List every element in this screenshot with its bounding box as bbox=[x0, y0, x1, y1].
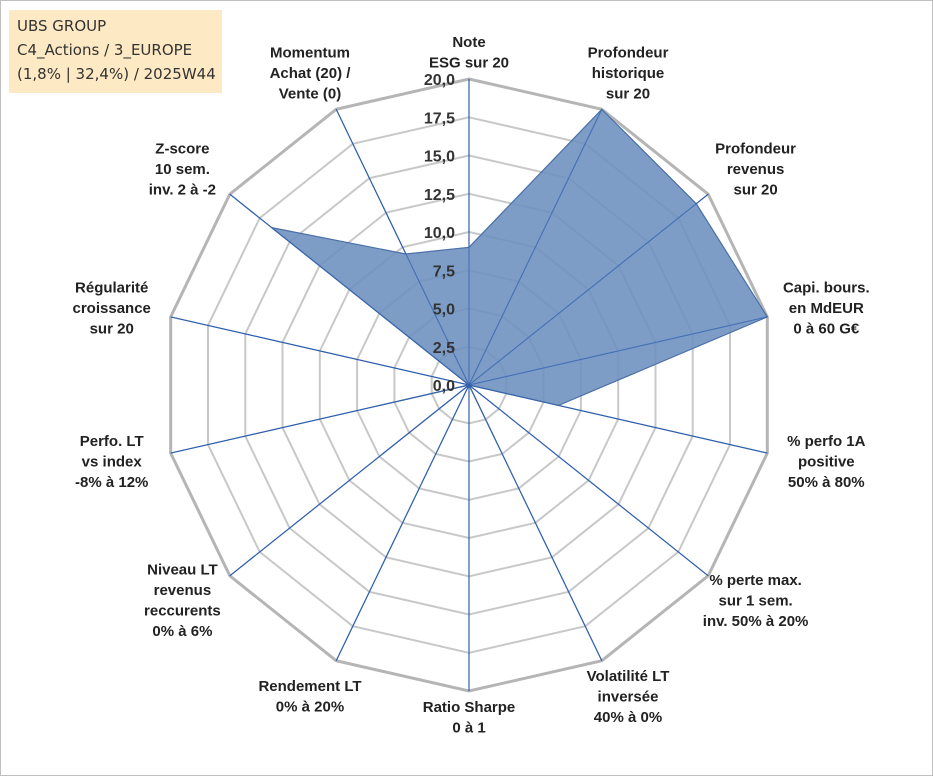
company-name: UBS GROUP bbox=[17, 14, 214, 38]
axis-label-line: positive bbox=[798, 454, 855, 471]
axis-label-line: en MdEUR bbox=[789, 300, 864, 317]
axis-label-line: -8% à 12% bbox=[75, 474, 148, 491]
axis-label-line: 50% à 80% bbox=[788, 474, 865, 491]
tick-label: 2,5 bbox=[433, 340, 455, 357]
axis-label-line: 0% à 6% bbox=[152, 623, 212, 640]
axis-label-13: Momentum Achat (20) / Vente (0) bbox=[270, 45, 352, 103]
axis-label-line: 40% à 0% bbox=[594, 709, 662, 726]
axis-label-line: Z-score bbox=[155, 141, 209, 158]
axis-label-8: Rendement LT 0% à 20% bbox=[258, 678, 361, 716]
axis-label-6: Volatilité LT inversée 40% à 0% bbox=[587, 668, 670, 726]
axis-label-line: 0 à 60 G€ bbox=[793, 320, 860, 337]
tick-label: 7,5 bbox=[433, 263, 455, 280]
tick-label: 10,0 bbox=[424, 225, 455, 242]
tick-label: 0,0 bbox=[433, 378, 455, 395]
axis-label-line: sur 20 bbox=[90, 320, 134, 337]
axis-label-line: Régularité bbox=[75, 279, 148, 296]
axis-label-4: % perfo 1A positive 50% à 80% bbox=[787, 433, 866, 491]
axis-label-line: Achat (20) / bbox=[270, 65, 352, 82]
tick-label: 17,5 bbox=[424, 110, 455, 127]
axis-label-line: Note bbox=[452, 34, 485, 51]
axis-label-line: ESG sur 20 bbox=[429, 55, 509, 72]
axis-label-line: Perfo. LT bbox=[80, 433, 144, 450]
axis-label-1: Profondeur historique sur 20 bbox=[588, 45, 669, 103]
axis-label-line: 0% à 20% bbox=[276, 699, 344, 716]
axis-label-line: Momentum bbox=[270, 45, 350, 62]
axis-label-line: inversée bbox=[598, 689, 659, 706]
axis-label-line: vs index bbox=[82, 454, 143, 471]
axis-label-line: 10 sem. bbox=[155, 161, 210, 178]
axis-label-line: % perfo 1A bbox=[787, 433, 866, 450]
axis-label-line: Profondeur bbox=[715, 141, 796, 158]
stats-week-label: (1,8% | 32,4%) / 2025W44 bbox=[17, 62, 214, 86]
axis-label-line: Vente (0) bbox=[279, 86, 342, 103]
axis-label-line: Profondeur bbox=[588, 45, 669, 62]
axis-label-line: revenus bbox=[154, 582, 212, 599]
axis-label-line: 0 à 1 bbox=[452, 720, 485, 737]
tick-label: 15,0 bbox=[424, 149, 455, 166]
tick-label: 5,0 bbox=[433, 302, 455, 319]
axis-label-line: historique bbox=[592, 65, 665, 82]
axis-label-line: sur 20 bbox=[733, 182, 777, 199]
axis-label-line: % perte max. bbox=[709, 572, 802, 589]
tick-label: 12,5 bbox=[424, 187, 455, 204]
axis-label-line: Capi. bours. bbox=[783, 279, 870, 296]
axis-label-10: Perfo. LT vs index -8% à 12% bbox=[75, 433, 148, 491]
axis-label-line: croissance bbox=[73, 300, 151, 317]
axis-label-line: revenus bbox=[727, 161, 785, 178]
tick-label: 20,0 bbox=[424, 72, 455, 89]
axis-spoke-overlay bbox=[336, 385, 469, 661]
axis-label-7: Ratio Sharpe 0 à 1 bbox=[423, 699, 516, 737]
axis-label-line: Niveau LT bbox=[147, 562, 218, 579]
axis-label-line: Volatilité LT bbox=[587, 668, 670, 685]
axis-label-0: Note ESG sur 20 bbox=[429, 34, 509, 72]
axis-label-11: Régularité croissance sur 20 bbox=[73, 279, 151, 337]
axis-label-9: Niveau LT revenus reccurents 0% à 6% bbox=[144, 562, 221, 641]
axis-label-line: reccurents bbox=[144, 603, 221, 620]
axis-label-line: Rendement LT bbox=[258, 678, 361, 695]
axis-label-5: % perte max. sur 1 sem. inv. 50% à 20% bbox=[703, 572, 809, 630]
axis-label-3: Capi. bours. en MdEUR 0 à 60 G€ bbox=[783, 279, 870, 337]
axis-label-line: inv. 2 à -2 bbox=[149, 182, 216, 199]
axis-label-line: sur 20 bbox=[606, 86, 650, 103]
axis-label-2: Profondeur revenus sur 20 bbox=[715, 141, 796, 199]
axis-label-line: Ratio Sharpe bbox=[423, 699, 516, 716]
category-label: C4_Actions / 3_EUROPE bbox=[17, 38, 214, 62]
axis-spoke-overlay bbox=[469, 385, 602, 661]
axis-label-12: Z-score 10 sem. inv. 2 à -2 bbox=[149, 141, 216, 199]
info-box: UBS GROUP C4_Actions / 3_EUROPE (1,8% | … bbox=[9, 10, 222, 93]
axis-label-line: sur 1 sem. bbox=[718, 593, 792, 610]
axis-label-line: inv. 50% à 20% bbox=[703, 613, 809, 630]
